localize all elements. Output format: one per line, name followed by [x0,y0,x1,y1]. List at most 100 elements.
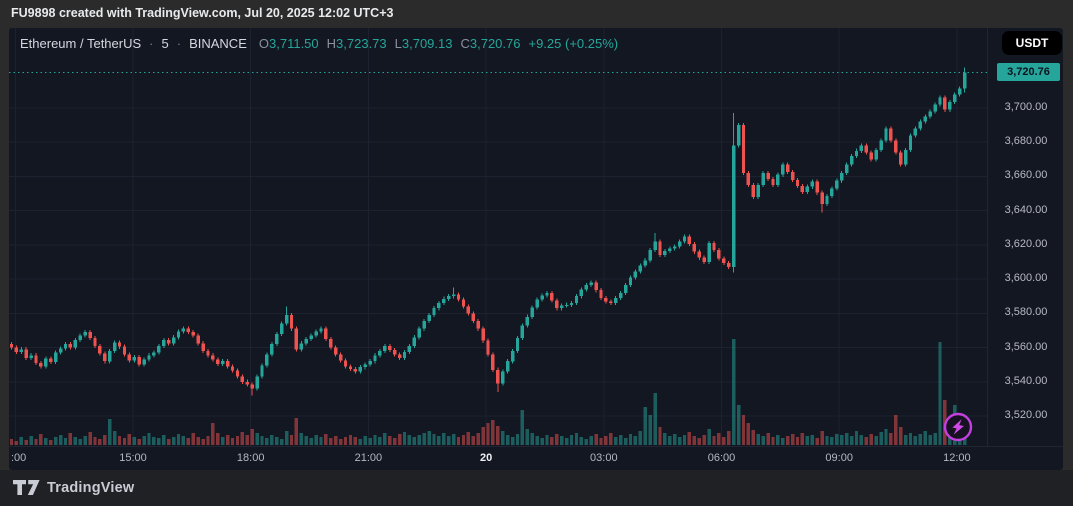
volume-bar [216,433,220,445]
volume-bar [859,435,864,445]
candle-body [122,346,127,355]
candle-body [181,328,186,332]
candle-body [294,328,299,350]
candlestick-plot[interactable] [9,28,987,446]
volume-bar [230,438,235,445]
time-tick-label: 15:00 [119,452,147,464]
candle-body [623,285,628,293]
candle-body [943,97,947,110]
volume-bar [186,438,191,445]
price-axis[interactable]: 3,720.76 3,700.00 3,680.00 3,660.00 3,640.0… [987,28,1063,446]
volume-bar [722,437,726,445]
volume-bar [746,423,751,445]
flash-icon[interactable] [943,412,973,442]
candle-body [338,354,343,361]
candle-body [579,289,584,297]
price-tick-label: 3,620.00 [1004,237,1048,250]
candle-body [284,315,289,324]
volume-bar [397,434,402,445]
volume-bar [353,437,358,445]
candle-body [279,323,284,334]
candle-body [216,359,220,364]
time-tick-label: :00 [11,452,27,464]
candle-body [14,347,19,352]
volume-bar [39,434,43,445]
candle-body [329,339,333,348]
volume-bar [525,429,530,445]
volume-bar [284,431,289,445]
volume-bar [844,433,849,445]
candle-body [535,299,539,308]
volume-bar [338,439,343,445]
time-axis[interactable]: :00 15:00 18:00 21:00 20 03:00 06:00 09:00 12:00 [9,446,1063,470]
candle-body [741,125,746,174]
time-tick-label: 21:00 [354,452,383,464]
volume-bar [348,435,353,445]
exchange-label[interactable]: BINANCE [189,36,247,51]
volume-bar [776,435,780,445]
volume-bar [93,437,97,445]
candle-body [786,164,790,173]
candle-body [668,248,672,251]
low-value: L3,709.13 [394,36,453,51]
ohlc-values: O3,711.50 H3,723.73 L3,709.13 C3,720.76 … [259,36,618,51]
volume-bar [196,437,200,445]
candle-body [461,299,466,307]
volume-bar [673,434,677,445]
legend-separator: · [149,36,154,51]
price-tick-label: 3,540.00 [1004,374,1048,387]
volume-bar [628,434,633,445]
current-price-tag: 3,720.76 [997,63,1060,82]
candle-body [510,350,515,362]
price-tick-label: 3,560.00 [1004,340,1048,353]
volume-bar [422,433,426,445]
candle-body [815,181,819,193]
volume-bar [78,439,82,445]
volume-bar [653,393,657,445]
candle-body [530,307,534,317]
candle-body [707,243,711,262]
volume-bar [815,438,819,445]
volume-bar [225,435,230,445]
time-tick-label: 18:00 [236,452,265,464]
candle-body [225,361,230,367]
candle-body [722,258,726,263]
candle-body [638,265,643,272]
volume-bar [191,433,195,445]
footer-bar: TradingView [0,470,1073,506]
tradingview-logo[interactable]: TradingView [13,480,134,496]
candle-body [820,192,824,204]
candle-body [98,345,102,354]
volume-bar [928,435,932,445]
currency-toggle-usdt[interactable]: USDT [1002,31,1062,55]
candle-body [555,300,559,309]
interval-label[interactable]: 5 [161,36,169,51]
candle-body [648,250,652,261]
volume-bar [810,435,814,445]
volume-bar [83,436,87,445]
volume-bar [309,438,313,445]
candle-body [127,354,132,361]
volume-bar [540,438,544,445]
watermark-titlebar: FU9898 created with TradingView.com, Jul… [0,0,1073,28]
candle-body [727,262,731,268]
volume-bar [736,405,741,445]
candle-body [962,72,967,89]
volume-bar [486,423,490,445]
volume-bar [781,438,785,445]
candle-body [574,296,579,304]
candle-body [771,179,775,185]
candle-body [132,356,136,361]
volume-bar [279,439,284,445]
candle-body [176,331,181,338]
volume-bar [633,436,638,445]
candle-body [599,290,603,298]
candle-body [908,135,913,150]
candle-body [933,104,937,112]
volume-bar [756,434,760,445]
candle-body [289,315,294,329]
symbol-title[interactable]: Ethereum / TetherUS [20,36,142,51]
volume-bar [466,432,471,445]
candle-body [112,342,117,351]
